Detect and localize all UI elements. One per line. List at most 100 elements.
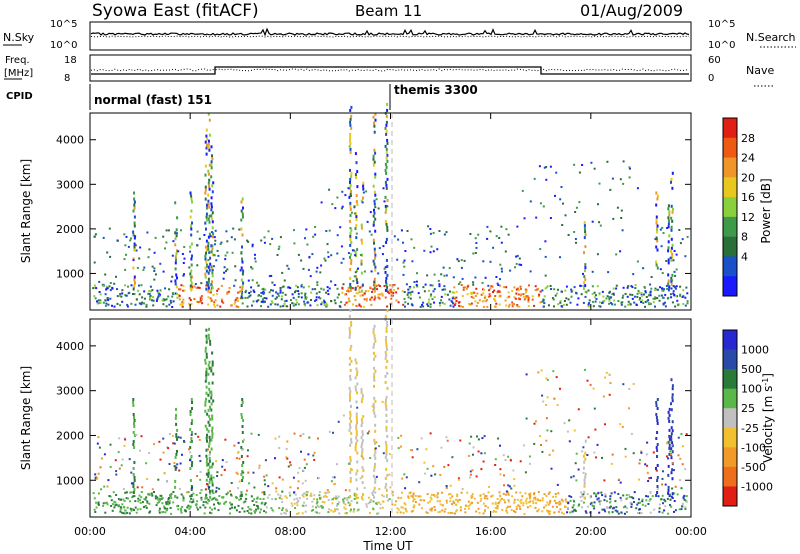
heatmap-cell <box>529 505 532 507</box>
heatmap-cell <box>319 271 322 274</box>
heatmap-cell <box>628 388 631 390</box>
heatmap-cell <box>464 286 467 289</box>
heatmap-cell <box>647 480 650 482</box>
heatmap-cell <box>540 444 542 446</box>
heatmap-cell <box>564 506 567 509</box>
heatmap-cell <box>349 207 352 211</box>
heatmap-cell <box>153 443 155 446</box>
power-colorbar-tick: 4 <box>741 250 748 263</box>
heatmap-cell <box>235 305 238 308</box>
nsky-panel-frame <box>89 21 692 51</box>
heatmap-cell <box>241 197 244 201</box>
heatmap-cell <box>667 246 670 250</box>
heatmap-cell <box>671 219 674 223</box>
heatmap-cell <box>276 303 279 306</box>
heatmap-cell <box>444 288 447 291</box>
heatmap-cell <box>289 486 292 489</box>
heatmap-cell <box>408 287 411 290</box>
heatmap-cell <box>385 404 388 408</box>
heatmap-cell <box>156 289 159 292</box>
heatmap-cell <box>349 237 352 241</box>
nave-trace <box>90 68 689 72</box>
heatmap-cell <box>418 481 421 484</box>
heatmap-cell <box>372 500 375 503</box>
heatmap-cell <box>349 177 352 181</box>
heatmap-cell <box>390 291 393 293</box>
heatmap-cell <box>610 293 613 296</box>
heatmap-cell <box>340 261 343 264</box>
heatmap-cell <box>673 469 675 472</box>
heatmap-cell <box>587 436 590 439</box>
heatmap-cell <box>655 215 658 219</box>
heatmap-cell <box>679 479 682 482</box>
heatmap-cell <box>207 468 210 472</box>
heatmap-cell <box>206 263 209 267</box>
heatmap-cell <box>633 491 636 494</box>
heatmap-cell <box>632 452 635 455</box>
heatmap-cell <box>216 304 219 307</box>
heatmap-cell <box>99 293 102 296</box>
heatmap-cell <box>661 296 664 299</box>
heatmap-cell <box>155 299 158 302</box>
heatmap-cell <box>539 202 542 205</box>
heatmap-cell <box>240 227 243 231</box>
heatmap-cell <box>466 285 469 288</box>
heatmap-cell <box>499 444 501 447</box>
heatmap-cell <box>254 510 257 512</box>
heatmap-cell <box>606 500 608 503</box>
heatmap-cell <box>384 350 387 354</box>
heatmap-cell <box>668 428 671 432</box>
heatmap-cell <box>212 265 215 268</box>
heatmap-cell <box>595 298 598 300</box>
heatmap-cell <box>349 234 352 238</box>
heatmap-cell <box>374 339 377 343</box>
freq-panel-frame <box>89 54 692 82</box>
heatmap-cell <box>369 211 372 214</box>
heatmap-cell <box>638 462 641 465</box>
heatmap-cell <box>260 239 263 242</box>
heatmap-cell <box>318 291 321 294</box>
colorbar-swatch <box>723 388 737 409</box>
heatmap-cell <box>425 448 428 451</box>
heatmap-cell <box>620 511 623 514</box>
heatmap-cell <box>143 266 146 269</box>
heatmap-cell <box>208 214 211 218</box>
heatmap-cell <box>584 230 587 234</box>
heatmap-cell <box>109 466 112 468</box>
heatmap-cell <box>382 495 385 498</box>
heatmap-cell <box>147 292 150 295</box>
heatmap-cell <box>263 475 266 478</box>
heatmap-cell <box>666 497 669 500</box>
heatmap-cell <box>189 250 192 253</box>
heatmap-cell <box>328 508 331 511</box>
heatmap-cell <box>446 293 449 296</box>
heatmap-cell <box>139 449 141 452</box>
heatmap-cell <box>277 294 280 297</box>
heatmap-cell <box>104 501 107 504</box>
heatmap-cell <box>137 497 140 500</box>
heatmap-cell <box>362 415 365 419</box>
heatmap-cell <box>121 289 124 292</box>
heatmap-cell <box>222 496 225 499</box>
heatmap-cell <box>349 413 352 417</box>
heatmap-cell <box>254 511 256 514</box>
heatmap-cell <box>195 493 198 496</box>
heatmap-cell <box>234 299 237 301</box>
heatmap-cell <box>374 491 377 494</box>
heatmap-cell <box>128 512 131 515</box>
heatmap-cell <box>609 505 612 508</box>
heatmap-cell <box>374 414 377 418</box>
heatmap-cell <box>190 494 193 497</box>
heatmap-cell <box>263 503 266 506</box>
heatmap-cell <box>151 299 153 302</box>
heatmap-cell <box>243 438 246 441</box>
heatmap-cell <box>199 478 202 481</box>
heatmap-cell <box>123 500 126 503</box>
heatmap-cell <box>678 508 681 511</box>
heatmap-cell <box>665 260 668 262</box>
heatmap-cell <box>179 288 182 291</box>
heatmap-cell <box>487 491 490 494</box>
heatmap-cell <box>416 448 419 451</box>
heatmap-cell <box>373 286 376 290</box>
heatmap-cell <box>494 295 497 297</box>
